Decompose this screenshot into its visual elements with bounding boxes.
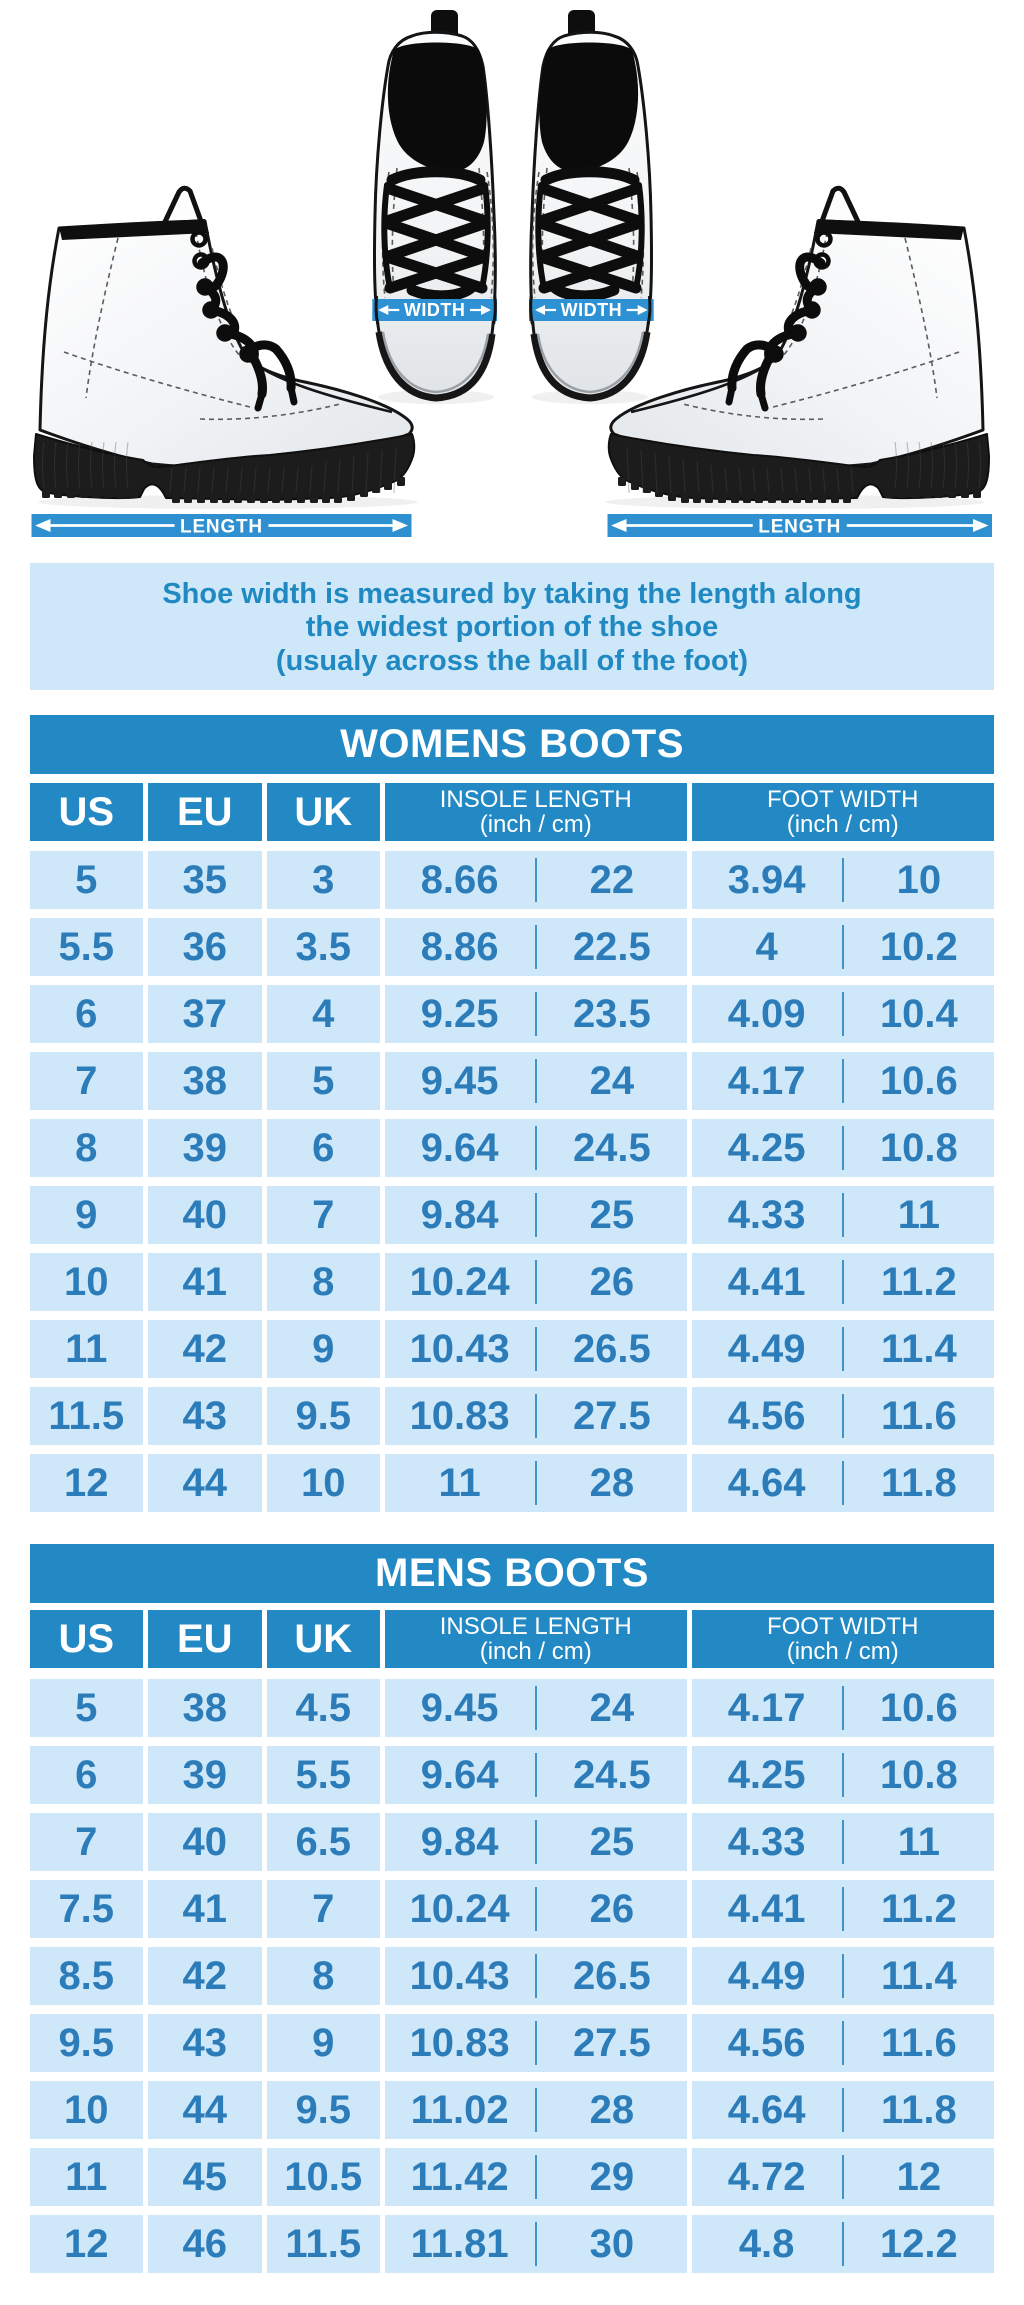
svg-text:LENGTH: LENGTH — [758, 516, 841, 537]
svg-text:WIDTH: WIDTH — [561, 300, 622, 320]
svg-text:WIDTH: WIDTH — [404, 300, 465, 320]
svg-text:LENGTH: LENGTH — [180, 516, 263, 537]
